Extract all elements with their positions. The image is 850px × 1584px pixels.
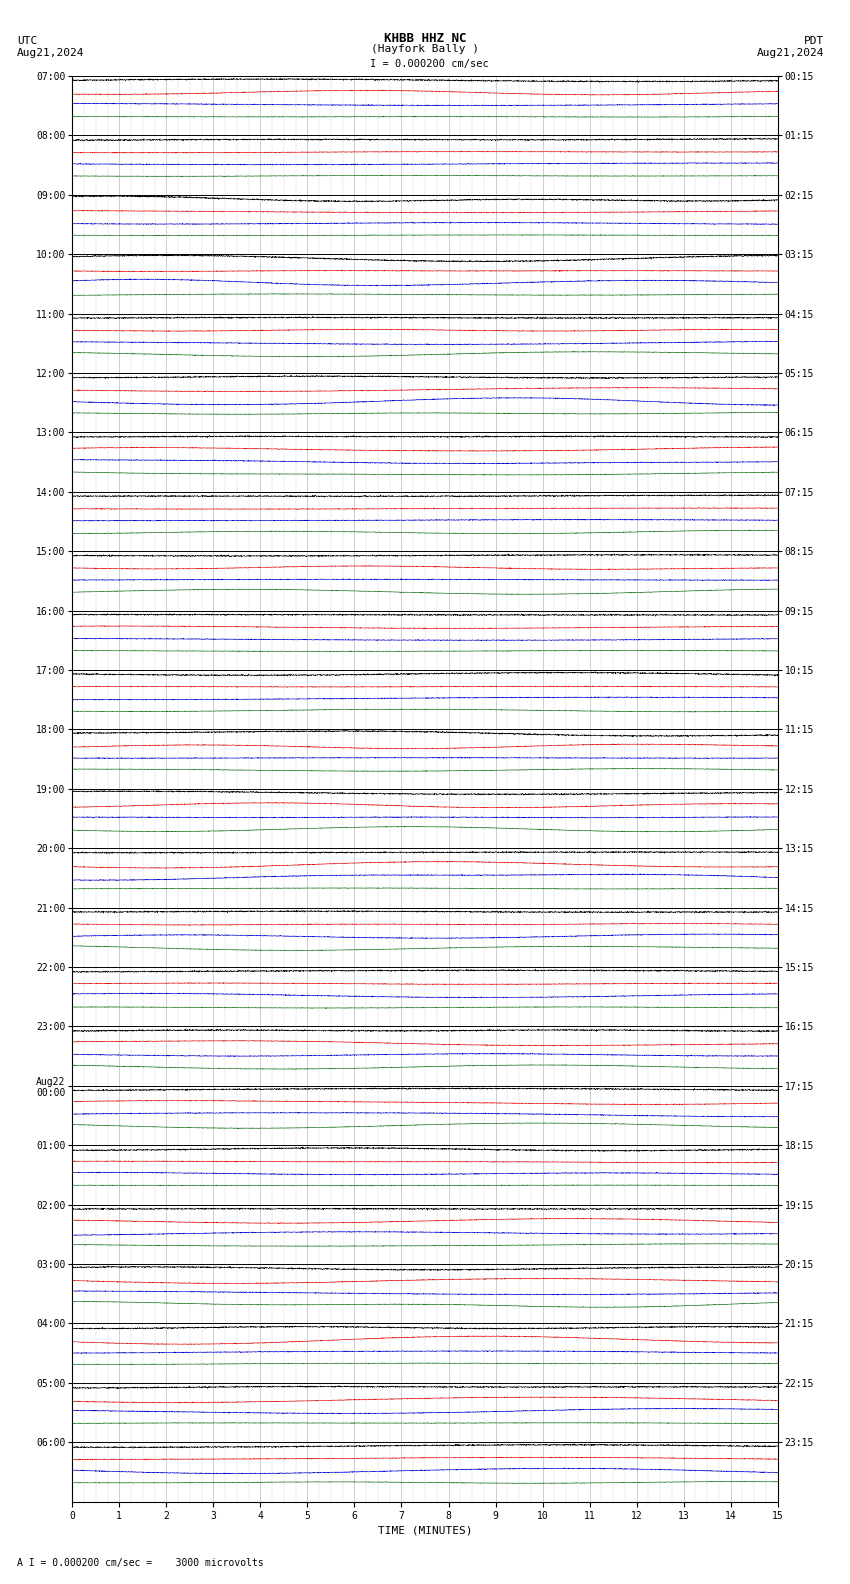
- Text: UTC: UTC: [17, 36, 37, 46]
- X-axis label: TIME (MINUTES): TIME (MINUTES): [377, 1525, 473, 1535]
- Text: KHBB HHZ NC: KHBB HHZ NC: [383, 32, 467, 44]
- Text: Aug21,2024: Aug21,2024: [757, 48, 824, 57]
- Text: Aug21,2024: Aug21,2024: [17, 48, 84, 57]
- Text: A I = 0.000200 cm/sec =    3000 microvolts: A I = 0.000200 cm/sec = 3000 microvolts: [17, 1559, 264, 1568]
- Text: (Hayfork Bally ): (Hayfork Bally ): [371, 44, 479, 54]
- Text: PDT: PDT: [804, 36, 824, 46]
- Text: I = 0.000200 cm/sec: I = 0.000200 cm/sec: [370, 59, 489, 68]
